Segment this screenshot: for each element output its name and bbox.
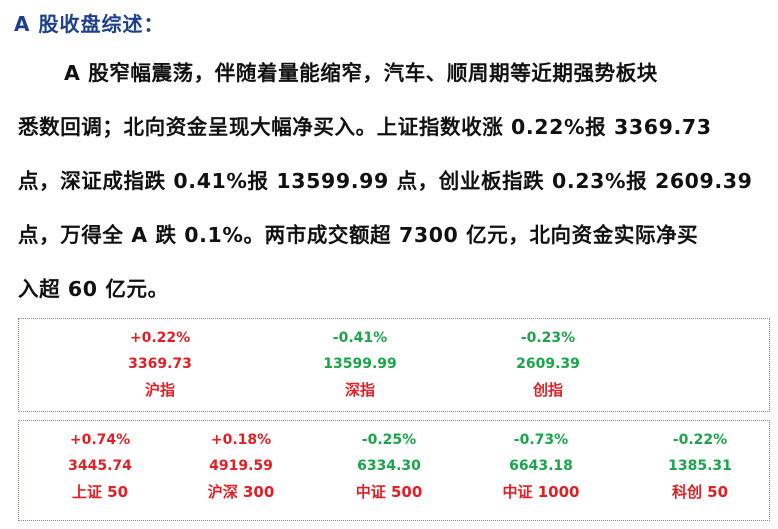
- index-value: 2609.39: [516, 356, 580, 372]
- index-change: -0.41%: [332, 330, 388, 346]
- index-value: 1385.31: [668, 458, 732, 474]
- index-value: 6334.30: [357, 458, 421, 474]
- index-card-kc50: -0.22% 1385.31 科创 50: [645, 427, 755, 505]
- paragraph-line: 点，万得全 A 跌 0.1%。两市成交额超 7300 亿元，北向资金实际净买: [18, 223, 699, 247]
- paragraph-line: 入超 60 亿元。: [18, 277, 169, 301]
- summary-paragraph: A 股窄幅震荡，伴随着量能缩窄，汽车、顺周期等近期强势板块 悉数回调；北向资金呈…: [18, 46, 753, 316]
- index-name: 沪深 300: [207, 483, 275, 501]
- index-card-zz500: -0.25% 6334.30 中证 500: [334, 427, 444, 505]
- index-change: +0.18%: [210, 432, 272, 448]
- index-value: 13599.99: [323, 356, 397, 372]
- major-indices-panel: +0.22% 3369.73 沪指 -0.41% 13599.99 深指 -0.…: [18, 318, 770, 412]
- index-value: 3369.73: [128, 356, 192, 372]
- index-change: -0.25%: [361, 432, 417, 448]
- paragraph-line: 悉数回调；北向资金呈现大幅净买入。上证指数收涨 0.22%报 3369.73: [18, 115, 712, 139]
- index-card-sh: +0.22% 3369.73 沪指: [105, 325, 215, 403]
- index-change: -0.73%: [513, 432, 569, 448]
- index-name: 沪指: [144, 381, 175, 399]
- style-indices-panel: +0.74% 3445.74 上证 50 +0.18% 4919.59 沪深 3…: [18, 420, 770, 521]
- index-name: 中证 500: [355, 483, 423, 501]
- index-change: +0.74%: [69, 432, 131, 448]
- index-name: 科创 50: [671, 483, 729, 501]
- index-card-hs300: +0.18% 4919.59 沪深 300: [186, 427, 296, 505]
- index-value: 4919.59: [209, 458, 273, 474]
- paragraph-line: A 股窄幅震荡，伴随着量能缩窄，汽车、顺周期等近期强势板块: [64, 61, 658, 85]
- index-change: +0.22%: [129, 330, 191, 346]
- index-change: -0.23%: [520, 330, 576, 346]
- index-name: 中证 1000: [502, 483, 580, 501]
- index-value: 3445.74: [68, 458, 132, 474]
- index-name: 创指: [532, 381, 563, 399]
- index-card-zz1000: -0.73% 6643.18 中证 1000: [486, 427, 596, 505]
- section-heading: A 股收盘综述：: [14, 12, 165, 36]
- index-card-cyb: -0.23% 2609.39 创指: [493, 325, 603, 403]
- paragraph-line: 点，深证成指跌 0.41%报 13599.99 点，创业板指跌 0.23%报 2…: [18, 169, 753, 193]
- index-name: 上证 50: [71, 483, 129, 501]
- index-name: 深指: [344, 381, 375, 399]
- index-card-sz50: +0.74% 3445.74 上证 50: [45, 427, 155, 505]
- index-change: -0.22%: [672, 432, 728, 448]
- index-card-sz: -0.41% 13599.99 深指: [305, 325, 415, 403]
- index-value: 6643.18: [509, 458, 573, 474]
